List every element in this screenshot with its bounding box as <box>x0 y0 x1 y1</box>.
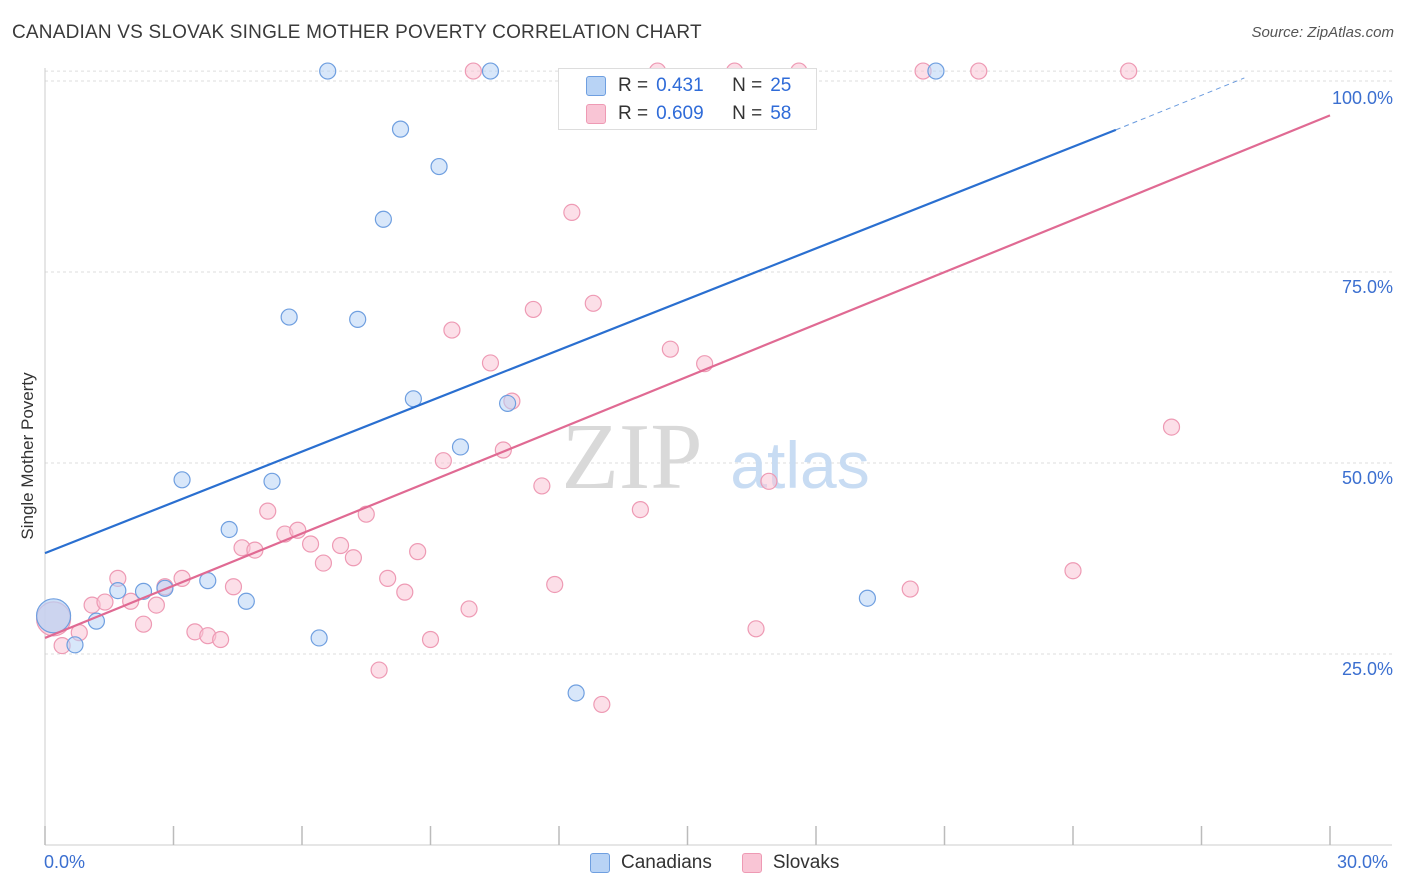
canadians-point <box>567 684 585 702</box>
points-layer <box>35 62 1181 714</box>
canadians-point <box>263 472 281 490</box>
slovaks-legend-swatch <box>741 853 762 873</box>
canadians-point <box>35 598 72 634</box>
watermark-zip: ZIP <box>562 405 703 509</box>
slovaks-point <box>584 294 602 312</box>
slovaks-point <box>901 580 919 598</box>
slovaks-point <box>460 600 478 618</box>
legend-n-label: N = <box>732 103 763 124</box>
slovaks-point <box>546 575 564 594</box>
legend-label-canadians: Canadians <box>621 852 712 873</box>
slovaks-point <box>379 569 397 587</box>
canadians-point <box>430 157 448 176</box>
series-legend: Canadians Slovaks <box>590 852 869 874</box>
canadians-point <box>319 62 337 80</box>
axis-layer <box>44 68 1392 846</box>
slovaks-point <box>409 543 427 561</box>
y-tick-label: 50.0% <box>1341 468 1393 488</box>
canadians-point <box>451 438 470 456</box>
canadians-point <box>310 629 328 647</box>
canadians-point <box>349 310 367 328</box>
watermark-atlas: atlas <box>730 428 869 502</box>
x-tick-label-min: 0.0% <box>44 852 86 872</box>
slovaks-point <box>1162 418 1181 436</box>
slovaks-point <box>314 554 333 572</box>
slovaks-point <box>301 535 320 553</box>
canadians-point <box>280 308 298 326</box>
slovaks-point <box>421 630 440 649</box>
legend-r-label: R = <box>618 103 649 124</box>
source-credit: Source: ZipAtlas.com <box>1251 24 1394 41</box>
canadians-point <box>109 581 127 600</box>
y-tick-label: 25.0% <box>1341 659 1393 679</box>
canadians-trend-line <box>44 128 1117 555</box>
slovaks-point <box>396 583 414 601</box>
legend-r-value: 0.431 <box>656 75 704 96</box>
canadians-point <box>66 636 84 654</box>
canadians-point <box>499 394 517 413</box>
slovaks-point <box>593 695 611 714</box>
canadians-swatch <box>586 76 606 96</box>
canadians-point <box>391 120 410 138</box>
legend-r-label: R = <box>618 75 649 96</box>
legend-n-label: N = <box>732 75 763 96</box>
canadians-point <box>374 210 392 228</box>
legend-row-canadians: R = 0.431 N = 25 <box>559 72 791 100</box>
y-tick-label: 100.0% <box>1331 88 1393 108</box>
slovaks-point <box>661 340 679 358</box>
grid-layer <box>45 70 1392 655</box>
slovaks-point <box>212 630 230 649</box>
legend-row-slovaks: R = 0.609 N = 58 <box>559 100 791 128</box>
slovaks-point <box>747 620 765 638</box>
slovaks-point <box>631 501 649 519</box>
slovaks-point <box>1120 62 1138 80</box>
y-tick-label: 75.0% <box>1341 277 1393 297</box>
slovaks-point <box>434 452 452 470</box>
canadians-point <box>858 589 877 607</box>
canadians-point <box>927 62 945 80</box>
legend-label-slovaks: Slovaks <box>772 852 840 873</box>
slovaks-point <box>224 578 243 596</box>
slovaks-point <box>331 536 350 555</box>
slovaks-point <box>533 477 551 495</box>
canadians-point <box>237 592 255 610</box>
slovaks-swatch <box>586 104 606 124</box>
slovaks-point <box>464 62 482 80</box>
legend-r-value: 0.609 <box>656 103 704 124</box>
slovaks-point <box>443 321 461 339</box>
legend-n-value: 58 <box>770 103 792 124</box>
legend-n-value: 25 <box>770 75 792 96</box>
stats-legend: R = 0.431 N = 25 R = 0.609 N = 58 <box>558 68 817 130</box>
slovaks-point <box>970 62 988 80</box>
canadians-point <box>220 520 238 539</box>
slovaks-trend-line <box>44 114 1331 639</box>
slovaks-point <box>147 596 165 614</box>
legend-item-canadians: Canadians <box>590 852 712 874</box>
canadians-trend-extension <box>1115 77 1245 131</box>
canadians-point <box>173 471 191 489</box>
slovaks-point <box>370 661 388 679</box>
slovaks-point <box>259 502 277 520</box>
slovaks-point <box>760 472 778 490</box>
chart-title: CANADIAN VS SLOVAK SINGLE MOTHER POVERTY… <box>12 22 702 43</box>
slovaks-point <box>96 593 114 611</box>
watermark: ZIP atlas <box>562 405 870 509</box>
legend-item-slovaks: Slovaks <box>741 852 840 874</box>
canadians-legend-swatch <box>590 853 610 873</box>
slovaks-point <box>1064 562 1082 580</box>
slovaks-point <box>344 549 362 567</box>
slovaks-point <box>563 203 581 222</box>
slovaks-point <box>481 354 500 372</box>
trend-layer <box>44 77 1331 639</box>
slovaks-point <box>134 615 153 633</box>
slovaks-point <box>524 300 542 319</box>
canadians-point <box>481 62 500 80</box>
x-tick-label-max: 30.0% <box>1337 852 1389 872</box>
